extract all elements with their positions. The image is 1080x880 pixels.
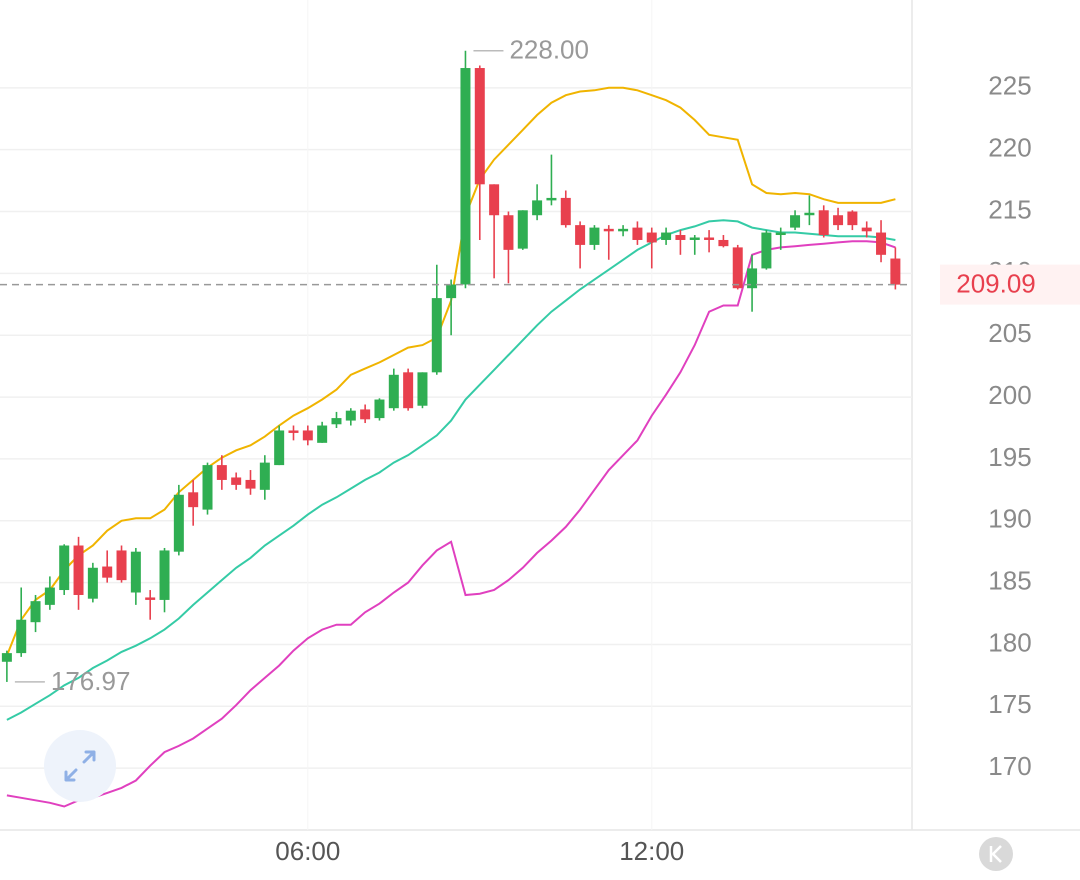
x-tick-label: 06:00: [275, 836, 340, 866]
candle-body: [44, 587, 55, 605]
candle-body: [446, 284, 457, 299]
candle-body: [145, 597, 156, 600]
y-tick-label: 190: [988, 504, 1031, 534]
candle-body: [460, 68, 471, 285]
candle-body: [732, 247, 743, 289]
candle-body: [876, 232, 887, 255]
candle-body: [331, 418, 342, 425]
k-button[interactable]: [979, 837, 1013, 871]
candle-body: [661, 232, 672, 240]
candle-body: [288, 430, 299, 433]
candle-body: [847, 211, 858, 226]
y-tick-label: 185: [988, 565, 1031, 595]
y-tick-label: 180: [988, 627, 1031, 657]
candle-body: [274, 430, 285, 466]
candle-body: [761, 232, 772, 269]
grid: [0, 87, 912, 769]
candle-body: [317, 425, 328, 443]
y-tick-label: 205: [988, 318, 1031, 348]
candle-body: [417, 372, 428, 406]
candle-body: [159, 550, 170, 600]
candle-body: [704, 237, 715, 240]
candle-body: [718, 239, 729, 247]
expand-button-bg[interactable]: [44, 730, 116, 802]
candle-body: [775, 232, 786, 236]
candle-body: [1, 653, 12, 662]
candle-body: [431, 298, 442, 373]
last-price-label: 209.09: [956, 268, 1036, 298]
candle-body: [818, 210, 829, 236]
k-icon[interactable]: [989, 845, 1002, 863]
y-tick-label: 225: [988, 71, 1031, 101]
candle-body: [747, 268, 758, 289]
candle-body: [116, 550, 127, 581]
candle-body: [618, 228, 629, 232]
candle-body: [646, 232, 657, 243]
low-label: 176.97: [51, 666, 131, 696]
candle-body: [345, 410, 356, 421]
candle-body: [231, 477, 242, 485]
y-tick-label: 220: [988, 133, 1031, 163]
y-tick-label: 175: [988, 689, 1031, 719]
candle-body: [546, 197, 557, 201]
candle-body: [861, 227, 872, 232]
candle-body: [73, 545, 84, 595]
candle-body: [474, 68, 485, 185]
candle-body: [102, 566, 113, 578]
candle-body: [790, 215, 801, 228]
candle-body: [603, 228, 614, 232]
candles: [1, 50, 901, 682]
candle-body: [632, 227, 643, 240]
candle-body: [403, 372, 414, 409]
expand-button[interactable]: [44, 730, 116, 802]
candle-body: [59, 545, 70, 591]
candle-body: [374, 399, 385, 419]
candle-body: [890, 258, 901, 285]
candle-body: [173, 494, 184, 552]
candle-body: [87, 567, 98, 599]
candle-body: [804, 212, 815, 216]
candle-body: [833, 215, 844, 226]
labels: 17017518018519019520020521021522022506:0…: [0, 35, 1080, 866]
candle-body: [560, 197, 571, 226]
candle-body: [188, 492, 199, 508]
candle-body: [532, 200, 543, 216]
candle-body: [575, 225, 586, 245]
candle-body: [589, 227, 600, 245]
candle-body: [245, 479, 256, 489]
candle-body: [130, 551, 141, 593]
high-label: 228.00: [509, 35, 589, 65]
candle-body: [259, 462, 270, 490]
last-price-box: [940, 264, 1080, 305]
expand-icon[interactable]: [64, 750, 96, 782]
band-line: [6, 219, 896, 721]
candle-body: [689, 237, 700, 240]
y-tick-label: 170: [988, 751, 1031, 781]
k-button-bg[interactable]: [979, 837, 1013, 871]
y-tick-label: 195: [988, 442, 1031, 472]
candle-body: [202, 465, 213, 510]
candle-body: [30, 601, 41, 623]
y-tick-label: 215: [988, 194, 1031, 224]
candle-body: [675, 235, 686, 240]
candle-body: [302, 430, 313, 441]
candle-body: [489, 184, 500, 216]
candle-body: [360, 409, 371, 420]
x-tick-label: 12:00: [619, 836, 684, 866]
candle-body: [216, 465, 227, 480]
candle-body: [517, 210, 528, 249]
candle-body: [16, 619, 27, 654]
candle-body: [503, 215, 514, 250]
y-tick-label: 200: [988, 380, 1031, 410]
candle-body: [388, 374, 399, 409]
